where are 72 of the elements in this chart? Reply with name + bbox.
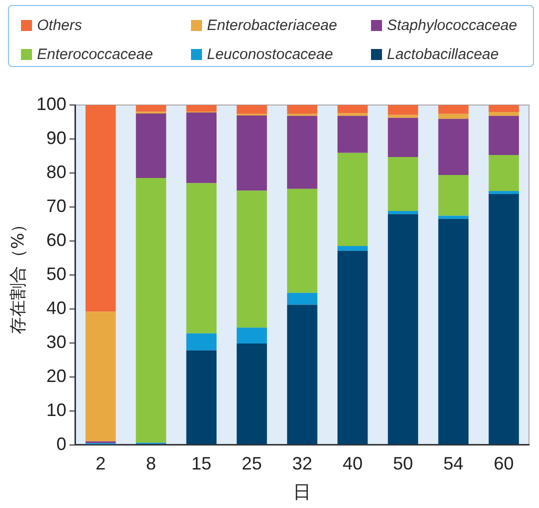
bar <box>236 328 267 344</box>
bar <box>337 152 368 246</box>
x-tick-label: 25 <box>242 454 262 474</box>
y-tick-label: 100 <box>36 94 66 114</box>
y-tick-label: 40 <box>46 298 66 318</box>
bar <box>287 188 318 293</box>
bar <box>438 216 469 219</box>
bar <box>287 116 318 189</box>
bar <box>136 113 166 178</box>
bar <box>388 214 418 444</box>
x-tick-label: 40 <box>342 454 363 474</box>
bar <box>388 211 418 214</box>
y-tick-label: 80 <box>46 162 66 182</box>
legend-label: Leuconostocaceae <box>207 46 333 63</box>
bar <box>388 118 418 157</box>
bar <box>488 116 519 155</box>
x-tick-label: 54 <box>443 454 464 474</box>
bar <box>186 105 217 112</box>
bar <box>337 246 368 251</box>
bar <box>186 112 217 184</box>
bar <box>287 105 318 114</box>
bar <box>337 105 368 114</box>
legend-label: Lactobacillaceae <box>387 46 499 63</box>
x-tick-label: 50 <box>392 454 414 474</box>
bar <box>86 105 116 312</box>
y-tick-label: 0 <box>56 434 66 454</box>
bar <box>438 218 469 444</box>
bar <box>236 105 267 114</box>
bar <box>488 194 519 444</box>
y-tick-label: 10 <box>46 400 66 420</box>
y-axis-title: 存在割合（%） <box>8 216 29 334</box>
bar <box>186 350 217 444</box>
y-tick-label: 30 <box>46 332 66 352</box>
legend-label: Enterococcaceae <box>37 46 153 63</box>
bar <box>236 190 267 328</box>
y-tick-label: 20 <box>46 366 66 386</box>
bar <box>136 105 166 112</box>
y-tick-label: 60 <box>46 230 66 250</box>
bar <box>388 114 418 118</box>
x-tick-label: 15 <box>191 454 212 474</box>
bar <box>488 190 519 194</box>
bar <box>438 175 469 216</box>
bar <box>488 112 519 116</box>
bar <box>186 183 217 334</box>
bar <box>488 105 519 112</box>
x-tick-label: 32 <box>292 454 312 474</box>
bar <box>86 312 116 442</box>
bar <box>186 333 217 350</box>
bar <box>337 250 368 444</box>
bar <box>236 344 267 444</box>
bar <box>136 178 166 443</box>
bar <box>438 114 469 119</box>
bar <box>438 118 469 175</box>
bar <box>236 116 267 191</box>
bar <box>388 156 418 212</box>
y-tick-label: 90 <box>46 128 66 148</box>
bar <box>438 105 469 114</box>
y-tick-label: 70 <box>46 196 66 216</box>
legend-label: Enterobacteriaceae <box>207 17 338 34</box>
bar <box>287 304 318 444</box>
x-tick-label: 8 <box>146 454 156 474</box>
bar <box>388 105 418 115</box>
x-tick-label: 60 <box>494 454 514 474</box>
y-tick-label: 50 <box>46 264 66 284</box>
bar <box>488 154 519 191</box>
x-axis-title: 日 <box>293 482 312 503</box>
legend-label: Staphylococcaceae <box>387 17 518 34</box>
bar <box>337 116 368 153</box>
legend-label: Others <box>37 17 82 34</box>
bar <box>287 292 318 305</box>
x-tick-label: 2 <box>96 454 106 474</box>
bar <box>337 113 368 116</box>
